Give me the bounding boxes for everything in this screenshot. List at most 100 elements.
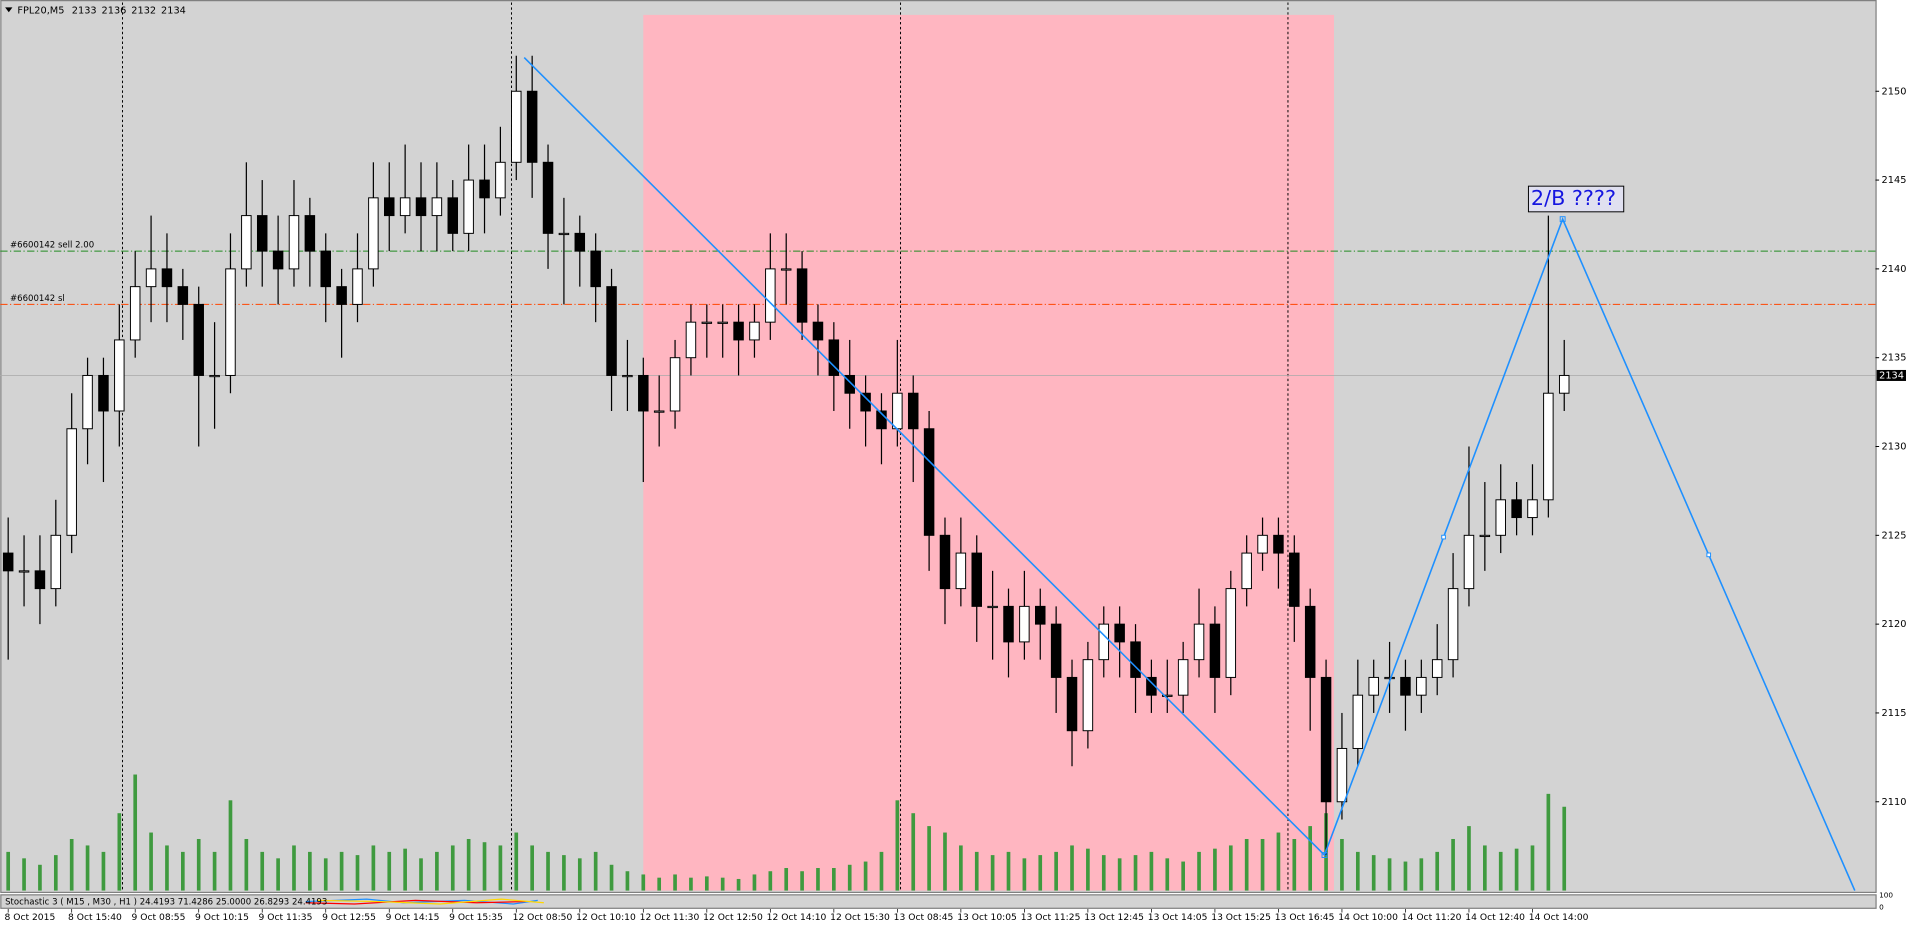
y-tick-label: 2135 (1882, 353, 1907, 364)
volume-bar (6, 851, 11, 891)
candle-body (971, 552, 982, 607)
volume-bar (927, 826, 931, 891)
volume-bar (69, 838, 74, 891)
volume-bar (1260, 838, 1265, 891)
candle-body (542, 161, 554, 234)
volume-bar (1101, 855, 1106, 891)
volume-bar (1292, 838, 1297, 891)
candle-body (177, 286, 189, 305)
candle-body (98, 374, 109, 412)
volume-bar (149, 832, 153, 891)
candle-body (1098, 623, 1110, 661)
candle-body (1209, 623, 1221, 678)
x-tick-label: 13 Oct 10:05 (957, 912, 1017, 923)
candle-body (939, 534, 951, 590)
volume-bar (181, 851, 185, 891)
volume-bar (562, 855, 566, 891)
candle-body (780, 268, 792, 271)
volume-bar (387, 851, 392, 891)
volume-bar (816, 868, 820, 891)
candle-body (653, 410, 665, 413)
candle-body (828, 339, 840, 376)
candle-body (1495, 499, 1506, 536)
annotation: 2/B ???? (1531, 186, 1616, 210)
volume-bar (1149, 851, 1154, 891)
candle-body (1384, 676, 1395, 680)
candle-body (606, 286, 617, 376)
volume-bar (1117, 858, 1122, 891)
volume-bar (641, 874, 646, 891)
candle-body (844, 374, 855, 394)
candle-body (1289, 552, 1300, 607)
candle-body (876, 410, 887, 430)
highlight-range (643, 14, 1335, 891)
volume-bar (752, 874, 757, 891)
volume-bar (228, 800, 233, 891)
candle-body (1114, 623, 1125, 643)
candle-body (495, 161, 506, 199)
volume-bar (165, 845, 169, 891)
volume-bar (1213, 848, 1217, 891)
ohlc-low: 2132 (131, 5, 156, 16)
candle-body (701, 321, 713, 324)
candle-body (1241, 552, 1252, 590)
x-tick-label: 9 Oct 08:55 (132, 912, 186, 923)
volume-bar (1435, 851, 1440, 891)
volume-bar (1562, 806, 1567, 891)
candle-body (987, 605, 998, 609)
candle-body (1511, 499, 1522, 519)
candle-body (193, 303, 204, 376)
volume-bar (244, 838, 249, 891)
volume-bar (1197, 851, 1201, 891)
volume-bar (1387, 858, 1392, 891)
candle-body (1066, 676, 1078, 732)
candle-body (1479, 534, 1491, 538)
candle-body (892, 392, 903, 430)
candle-body (685, 321, 697, 359)
volume-bar (1403, 861, 1408, 891)
candle-body (288, 215, 300, 270)
chart-header: FPL20,M5 2133 2136 2132 2134 (17, 5, 186, 16)
candle-body (717, 321, 728, 324)
volume-bar (403, 848, 407, 891)
x-tick-label: 13 Oct 08:45 (894, 912, 954, 923)
x-tick-label: 13 Oct 15:25 (1211, 912, 1271, 923)
candle-body (34, 570, 46, 590)
volume-bar (1371, 855, 1376, 891)
indicator-line (305, 899, 526, 905)
bid-label: 2134 (1879, 370, 1904, 381)
x-tick-label: 9 Oct 15:35 (449, 912, 503, 923)
volume-bar (1530, 845, 1535, 891)
candle-body (66, 428, 77, 536)
x-tick-label: 9 Oct 12:55 (322, 912, 376, 923)
volume-bar (1451, 838, 1455, 891)
candle-body (1177, 659, 1189, 696)
volume-bar (38, 864, 42, 891)
top-layer: 2110 2115 2120 2125 2130 2135 2140 2145 2150 2134… (5, 56, 1907, 923)
candle-body (1019, 605, 1030, 643)
ohlc-close: 2134 (161, 5, 186, 16)
volume-bar (768, 871, 773, 891)
y-tick-label: 2140 (1882, 264, 1907, 275)
candle-body (733, 321, 744, 341)
y-tick-label: 2120 (1882, 619, 1907, 630)
volume-bar (1514, 848, 1519, 891)
volume-bar (863, 861, 868, 891)
y-tick-label: 2125 (1882, 530, 1907, 541)
candle-body (526, 90, 538, 163)
volume-bar (1165, 858, 1170, 891)
volume-bar (1006, 851, 1011, 891)
candle-body (1558, 374, 1570, 394)
x-tick-label: 14 Oct 10:00 (1338, 912, 1398, 923)
volume-bar (1276, 832, 1281, 891)
candle-body (399, 197, 411, 217)
main-layer: #6600142 sell 2.00 #6600142 sl (0, 55, 1876, 891)
candle-body (669, 357, 681, 412)
candle-body (241, 215, 252, 270)
x-tick-label: 12 Oct 12:50 (703, 912, 763, 923)
volume-bar (323, 858, 328, 891)
volume-bar (625, 871, 630, 891)
volume-bar (673, 874, 677, 891)
candle-body (955, 552, 967, 590)
